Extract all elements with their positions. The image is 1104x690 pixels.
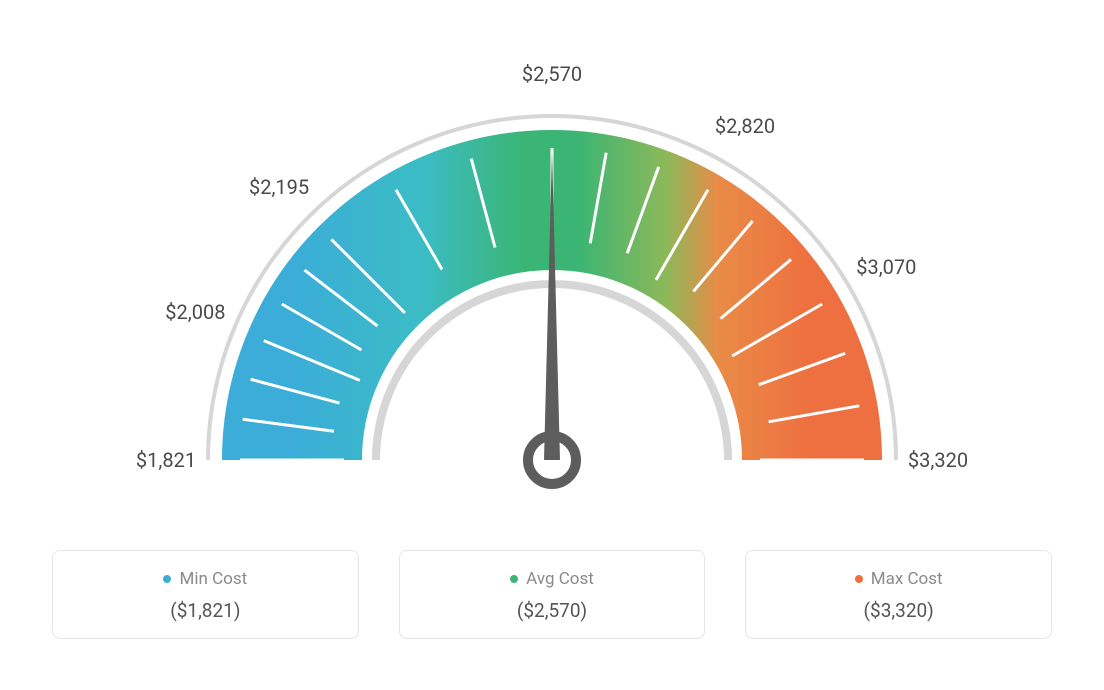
legend-card-avg: Avg Cost ($2,570) xyxy=(399,550,706,639)
legend-avg-label: Avg Cost xyxy=(510,569,594,589)
legend-max-value: ($3,320) xyxy=(756,599,1041,622)
gauge-tick-label: $2,008 xyxy=(165,300,225,324)
gauge-tick-label: $2,820 xyxy=(715,114,775,138)
gauge-tick-label: $3,070 xyxy=(856,255,916,279)
gauge-tick-label: $2,570 xyxy=(522,62,582,86)
gauge-svg xyxy=(52,20,1052,540)
legend-card-min: Min Cost ($1,821) xyxy=(52,550,359,639)
legend-min-label: Min Cost xyxy=(163,569,247,589)
legend-card-max: Max Cost ($3,320) xyxy=(745,550,1052,639)
gauge-chart: $1,821 $2,008 $2,195 $2,570 $2,820 $3,070 $3,3… xyxy=(52,20,1052,540)
legend-min-value: ($1,821) xyxy=(63,599,348,622)
legend-row: Min Cost ($1,821) Avg Cost ($2,570) Max … xyxy=(52,550,1052,639)
gauge-tick-label: $3,320 xyxy=(908,448,968,472)
gauge-tick-label: $1,821 xyxy=(136,448,196,472)
gauge-tick-label: $2,195 xyxy=(249,175,309,199)
legend-avg-value: ($2,570) xyxy=(410,599,695,622)
legend-max-label: Max Cost xyxy=(855,569,943,589)
